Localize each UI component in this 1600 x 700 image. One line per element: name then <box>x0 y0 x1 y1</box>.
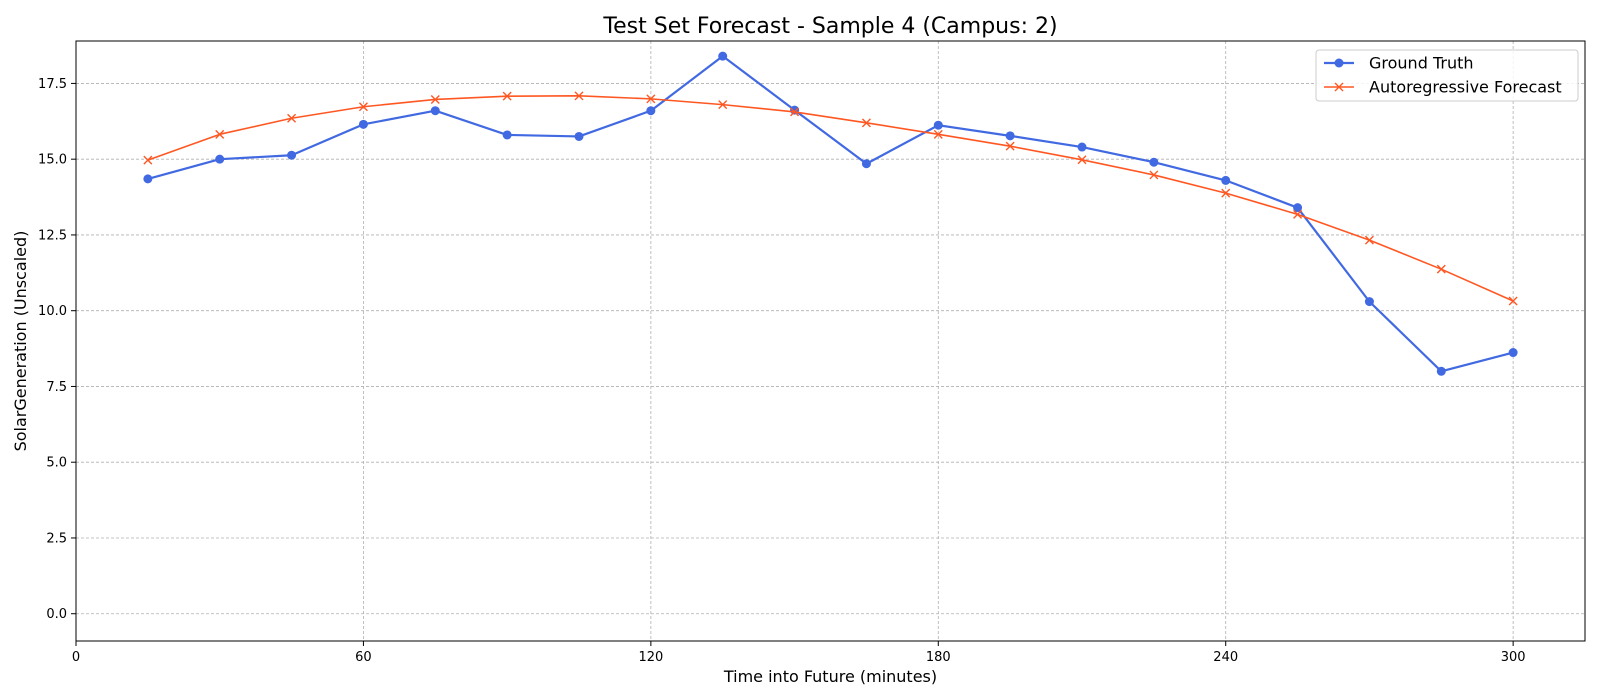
autoregressive-forecast-point <box>718 100 728 110</box>
autoregressive-forecast-point <box>1221 188 1231 198</box>
ground-truth-line <box>147 55 1514 373</box>
autoregressive-forecast-point <box>574 91 584 101</box>
x-tick-label: 120 <box>638 650 663 665</box>
autoregressive-forecast-point <box>933 129 943 139</box>
ground-truth-point <box>1077 142 1087 152</box>
autoregressive-forecast-point <box>861 118 871 128</box>
ground-truth-point <box>358 119 368 129</box>
ground-truth-point <box>790 105 800 115</box>
ground-truth-point <box>933 120 943 130</box>
autoregressive-forecast-point <box>1508 296 1518 306</box>
autoregressive-forecast-point <box>1436 264 1446 274</box>
ground-truth-point <box>143 174 153 184</box>
autoregressive-forecast-point <box>1077 155 1087 165</box>
x-axis-title: Time into Future (minutes) <box>723 667 937 686</box>
chart-title: Test Set Forecast - Sample 4 (Campus: 2) <box>602 14 1057 39</box>
ground-truth-point <box>1508 348 1518 358</box>
y-tick-label: 12.5 <box>38 228 67 243</box>
ground-truth-point <box>1005 131 1015 141</box>
autoregressive-forecast-point <box>1364 235 1374 245</box>
y-axis-title: SolarGeneration (Unscaled) <box>11 231 30 452</box>
ground-truth-point <box>574 131 584 141</box>
ground-truth-point <box>287 150 297 160</box>
legend-marker-autoregressive-forecast <box>1334 82 1344 92</box>
autoregressive-forecast-point <box>215 129 225 139</box>
autoregressive-forecast-point <box>430 94 440 104</box>
legend: Ground Truth Autoregressive Forecast <box>1315 49 1579 102</box>
autoregressive-forecast-line <box>147 95 1514 302</box>
ground-truth-point <box>718 51 728 61</box>
ground-truth-point <box>1149 157 1159 167</box>
autoregressive-forecast-point <box>1149 170 1159 180</box>
y-tick-label: 5.0 <box>46 456 67 471</box>
autoregressive-forecast-point <box>502 91 512 101</box>
ground-truth-point <box>1221 175 1231 185</box>
legend-label-ground-truth: Ground Truth <box>1369 54 1474 73</box>
y-tick-label: 2.5 <box>46 531 67 546</box>
autoregressive-forecast-point <box>790 107 800 117</box>
y-tick-label: 10.0 <box>38 304 67 319</box>
x-tick-label: 0 <box>72 650 80 665</box>
ground-truth-point <box>502 130 512 140</box>
y-tick-label: 17.5 <box>38 77 67 92</box>
ground-truth-point <box>430 106 440 116</box>
ground-truth-point <box>1436 366 1446 376</box>
autoregressive-forecast-point <box>143 155 153 165</box>
grid-lines <box>75 41 1585 641</box>
autoregressive-forecast-point <box>358 102 368 112</box>
ground-truth-point <box>1293 203 1303 213</box>
autoregressive-forecast-point <box>1293 209 1303 219</box>
x-tick-label: 240 <box>1213 650 1238 665</box>
legend-label-autoregressive-forecast: Autoregressive Forecast <box>1369 78 1562 97</box>
ground-truth-point <box>215 154 225 164</box>
autoregressive-forecast-point <box>1005 141 1015 151</box>
x-tick-label: 300 <box>1501 650 1526 665</box>
ground-truth-point <box>1364 297 1374 307</box>
autoregressive-forecast-point <box>646 94 656 104</box>
y-tick-label: 15.0 <box>38 153 67 168</box>
ground-truth-point <box>646 106 656 116</box>
axis-ticks: 0 60 120 180 240 300 0.0 2.5 5.0 7.5 10.0 12.5 15.0 1… <box>38 77 1526 665</box>
ground-truth-point <box>861 159 871 169</box>
autoregressive-forecast-point <box>287 113 297 123</box>
legend-marker-ground-truth <box>1334 58 1344 68</box>
x-tick-label: 60 <box>355 650 372 665</box>
y-tick-label: 7.5 <box>46 380 67 395</box>
x-tick-label: 180 <box>926 650 951 665</box>
y-tick-label: 0.0 <box>46 607 67 622</box>
legend-box <box>1315 49 1579 102</box>
plot-frame <box>75 40 1586 642</box>
plot-series <box>143 51 1518 376</box>
